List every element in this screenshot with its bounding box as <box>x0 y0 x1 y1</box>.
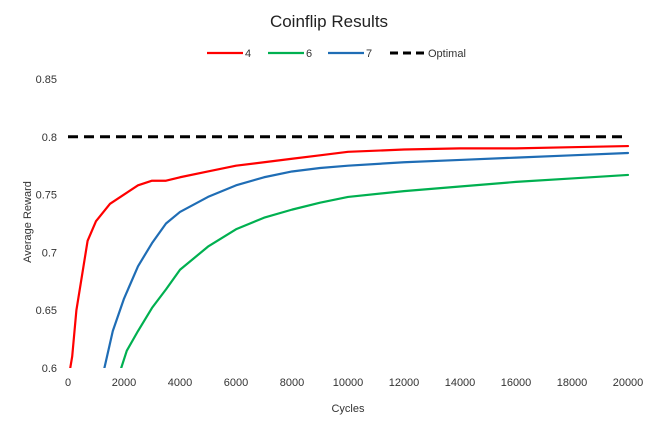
y-tick-label: 0.8 <box>42 132 57 144</box>
legend-label: 4 <box>245 48 251 60</box>
x-tick-label: 8000 <box>280 377 304 389</box>
y-tick-label: 0.7 <box>42 247 57 259</box>
series-line-7 <box>103 151 630 368</box>
series-line-4 <box>69 144 630 368</box>
plot-series <box>68 135 630 368</box>
y-axis-label: Average Reward <box>22 181 34 263</box>
x-axis-label: Cycles <box>331 403 365 415</box>
y-tick-label: 0.65 <box>36 305 57 317</box>
x-tick-label: 12000 <box>389 377 420 389</box>
x-tick-label: 14000 <box>445 377 476 389</box>
x-tick-label: 20000 <box>613 377 644 389</box>
legend-label: 7 <box>366 48 372 60</box>
x-tick-label: 18000 <box>557 377 588 389</box>
y-tick-label: 0.85 <box>36 74 57 86</box>
y-tick-label: 0.75 <box>36 190 57 202</box>
x-tick-label: 2000 <box>112 377 136 389</box>
chart-title: Coinflip Results <box>270 12 388 31</box>
x-tick-label: 6000 <box>224 377 248 389</box>
y-axis: 0.6 0.65 0.7 0.75 0.8 0.85 <box>36 74 57 375</box>
x-tick-label: 10000 <box>333 377 364 389</box>
x-tick-label: 16000 <box>501 377 532 389</box>
x-tick-label: 0 <box>65 377 71 389</box>
series-line-6 <box>120 173 630 368</box>
y-tick-label: 0.6 <box>42 363 57 375</box>
legend-label: 6 <box>306 48 312 60</box>
legend: 4 6 7 Optimal <box>207 48 466 60</box>
x-tick-label: 4000 <box>168 377 192 389</box>
x-axis: 0 2000 4000 6000 8000 10000 12000 14000 16000 180… <box>65 377 643 389</box>
legend-label: Optimal <box>428 48 466 60</box>
